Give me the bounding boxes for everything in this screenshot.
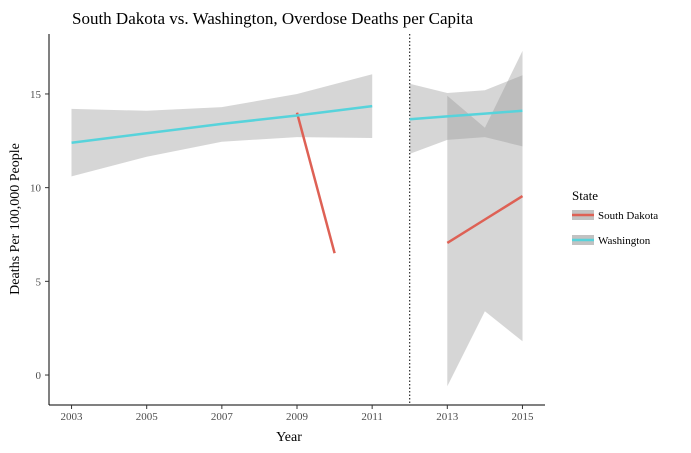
legend-title: State bbox=[572, 188, 598, 203]
x-tick-label: 2013 bbox=[436, 411, 459, 423]
y-tick-label: 5 bbox=[36, 276, 42, 288]
ci-band-washington-0 bbox=[71, 74, 373, 177]
series-line-south-dakota-1 bbox=[446, 195, 524, 244]
y-tick-label: 15 bbox=[30, 89, 42, 101]
x-tick-label: 2015 bbox=[511, 411, 534, 423]
series-line-washington-1 bbox=[409, 109, 523, 121]
series-line-south-dakota-0 bbox=[295, 112, 336, 254]
series-line-washington-0 bbox=[71, 104, 373, 144]
x-tick-label: 2005 bbox=[136, 411, 159, 423]
chart-title: South Dakota vs. Washington, Overdose De… bbox=[72, 9, 474, 28]
x-axis-title: Year bbox=[276, 430, 302, 445]
x-tick-label: 2003 bbox=[61, 411, 84, 423]
axes: 2003 2005 2007 2009 2011 2013 2015 0 5 10 15 bbox=[30, 34, 545, 423]
x-tick-label: 2011 bbox=[361, 411, 383, 423]
y-axis-title: Deaths Per 100,000 People bbox=[8, 143, 23, 295]
series-lines bbox=[71, 104, 524, 254]
legend: State South Dakota Washington bbox=[572, 188, 658, 247]
y-tick-label: 10 bbox=[30, 183, 42, 195]
y-tick-label: 0 bbox=[36, 370, 42, 382]
x-tick-label: 2009 bbox=[286, 411, 309, 423]
x-tick-label: 2007 bbox=[211, 411, 234, 423]
legend-label-south-dakota: South Dakota bbox=[598, 210, 658, 222]
confidence-bands bbox=[71, 50, 523, 387]
legend-label-washington: Washington bbox=[598, 235, 651, 247]
